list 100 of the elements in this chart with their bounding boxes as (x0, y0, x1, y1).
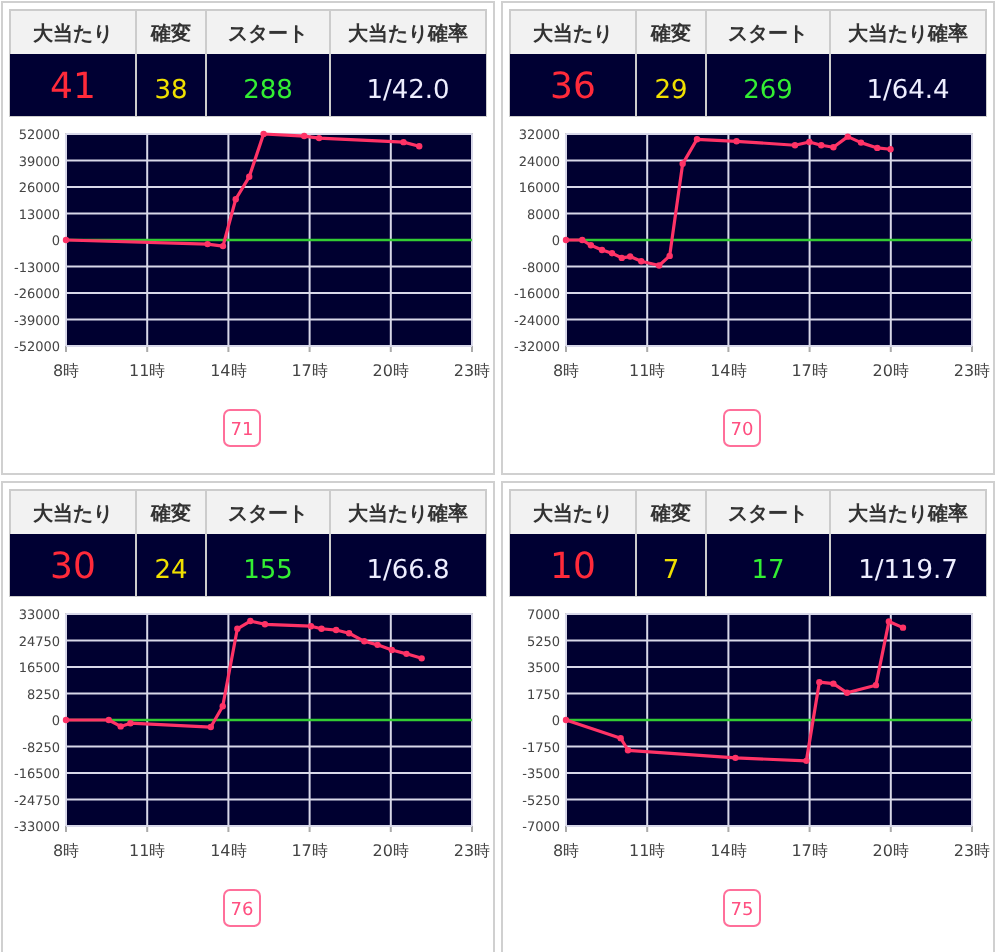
point (626, 253, 634, 260)
text: 288 (243, 76, 293, 106)
point (232, 196, 239, 203)
x-tick-label: 20時 (872, 362, 909, 380)
category-label: 確変 (149, 22, 191, 46)
point (693, 136, 701, 143)
point (816, 678, 823, 686)
text: 41 (50, 66, 96, 108)
point (617, 734, 624, 742)
category-label: 大当たり (531, 22, 613, 46)
point (219, 702, 226, 710)
point (887, 146, 894, 153)
category-label: 確変 (649, 22, 691, 46)
x-tick-label: 23時 (453, 842, 491, 860)
x-tick-label: 11時 (629, 842, 666, 860)
point (260, 130, 267, 138)
x-tick-label: 17時 (791, 842, 828, 860)
category-label: スタート (728, 24, 808, 46)
point (315, 134, 323, 142)
point (247, 617, 254, 625)
point (587, 242, 595, 249)
point (219, 242, 227, 250)
text: 36 (550, 66, 596, 108)
point (388, 646, 396, 654)
text: 1/64.4 (866, 76, 950, 106)
text: 269 (743, 76, 793, 106)
point (732, 754, 739, 762)
point (618, 254, 625, 262)
x-tick-label: 20時 (872, 842, 909, 860)
point (207, 723, 215, 731)
x-tick-label: 14時 (210, 842, 247, 860)
text: 38 (154, 76, 188, 106)
text: 1/66.8 (366, 556, 450, 586)
point (803, 757, 810, 765)
point (638, 258, 645, 265)
point (843, 689, 851, 696)
x-tick-label: 23時 (453, 362, 491, 380)
category-label: 大当たり確率 (346, 22, 468, 46)
point (598, 246, 606, 254)
point (608, 250, 616, 257)
point (234, 625, 241, 632)
point (400, 138, 407, 146)
x-tick-label: 14時 (710, 362, 747, 380)
point (246, 173, 253, 181)
text: 24 (154, 556, 188, 586)
category-label: 確変 (149, 502, 191, 526)
text: 71 (230, 421, 254, 441)
point (885, 618, 893, 625)
text: 155 (243, 556, 293, 586)
point (666, 252, 673, 260)
category-label: スタート (228, 504, 308, 526)
text: 10 (550, 546, 596, 588)
text: 7 (662, 556, 680, 586)
category-label: 大当たり (531, 502, 613, 526)
point (127, 720, 134, 727)
category-label: スタート (228, 24, 308, 46)
point (307, 623, 315, 630)
point (679, 160, 686, 168)
point (624, 747, 632, 754)
point (899, 624, 907, 631)
point (562, 236, 570, 244)
point (300, 132, 308, 140)
category-label: 大当たり (31, 502, 113, 526)
point (62, 236, 70, 244)
x-tick-label: 11時 (129, 362, 166, 380)
x-tick-label: 11時 (129, 842, 166, 860)
category-label: 大当たり確率 (346, 502, 468, 526)
category-label: 大当たり確率 (846, 502, 968, 526)
point (204, 240, 211, 248)
point (844, 133, 851, 140)
point (105, 716, 112, 724)
text: 29 (654, 76, 688, 106)
text: 1/42.0 (366, 76, 450, 106)
point (655, 262, 663, 269)
point (874, 144, 881, 152)
text: 76 (230, 901, 254, 921)
point (374, 641, 381, 649)
point (332, 626, 340, 634)
x-tick-label: 14時 (710, 842, 747, 860)
category-label: 大当たり (31, 22, 113, 46)
x-tick-label: 20時 (372, 362, 409, 380)
x-tick-label: 14時 (210, 362, 247, 380)
text: 1/119.7 (858, 556, 958, 586)
point (733, 138, 740, 145)
x-tick-label: 17時 (291, 842, 328, 860)
point (791, 142, 799, 149)
point (117, 723, 124, 730)
text: 30 (50, 546, 96, 588)
category-label: スタート (728, 504, 808, 526)
point (418, 655, 425, 662)
point (403, 650, 410, 658)
point (830, 144, 837, 151)
x-tick-label: 17時 (791, 362, 828, 380)
x-tick-label: 8時 (552, 842, 580, 860)
text: 75 (730, 901, 754, 921)
point (62, 716, 70, 724)
x-tick-label: 23時 (953, 842, 991, 860)
point (579, 236, 586, 244)
x-tick-label: 8時 (52, 842, 80, 860)
point (261, 621, 269, 628)
